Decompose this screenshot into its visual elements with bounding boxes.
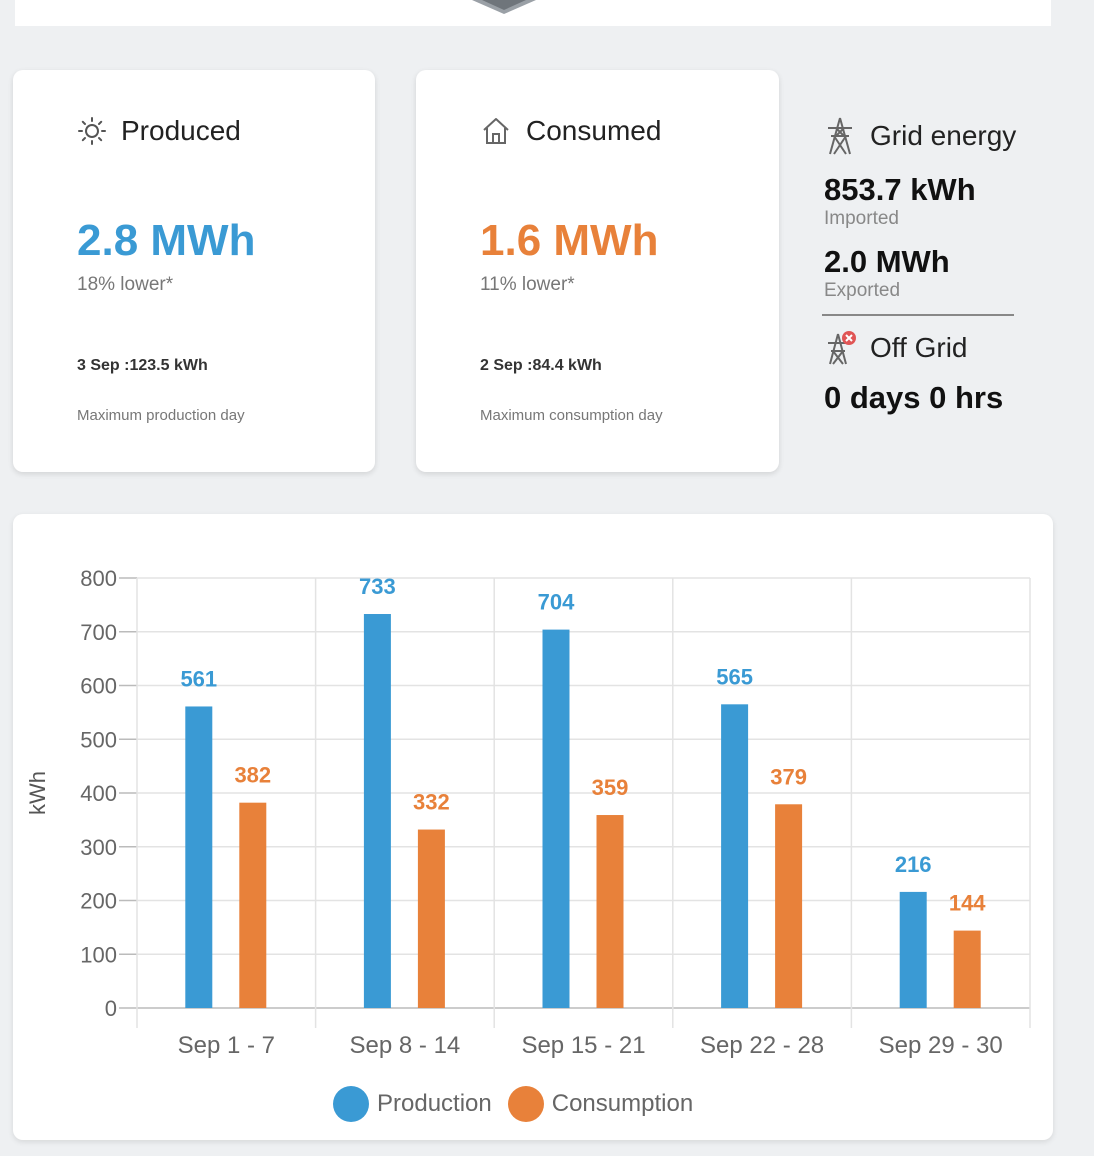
production-data-label: 216	[895, 852, 932, 877]
y-tick-label: 400	[80, 781, 117, 806]
chart-card: 0 100 200 300 400 500 600 700 800 kWh 561 382 Sep 1 …	[13, 514, 1053, 1140]
legend-production-label: Production	[377, 1090, 492, 1117]
produced-change: 18% lower*	[77, 274, 174, 295]
consumed-title: Consumed	[526, 115, 662, 146]
offgrid-header: Off Grid	[822, 328, 1022, 368]
y-tick-label: 500	[80, 727, 117, 752]
consumption-bar	[596, 815, 624, 1008]
imported-label: Imported	[824, 208, 899, 229]
produced-header: Produced	[77, 115, 241, 147]
y-tick-label: 100	[80, 942, 117, 967]
house-icon	[483, 118, 509, 144]
produced-title: Produced	[121, 115, 241, 146]
x-tick-label: Sep 1 - 7	[178, 1032, 275, 1059]
bar-chart: 0 100 200 300 400 500 600 700 800 kWh 561 382 Sep 1 …	[25, 566, 1031, 1059]
y-tick-label: 600	[80, 674, 117, 699]
x-tick-label: Sep 15 - 21	[521, 1032, 645, 1059]
grid-energy-title: Grid energy	[870, 120, 1017, 151]
production-data-label: 704	[538, 590, 575, 615]
consumed-max-day: 2 Sep :84.4 kWh	[480, 357, 602, 374]
produced-max-label: Maximum production day	[77, 407, 245, 424]
legend-production[interactable]: Production	[333, 1086, 492, 1122]
consumed-change: 11% lower*	[480, 274, 575, 295]
power-tower-icon	[828, 117, 852, 155]
y-tick-label: 800	[80, 566, 117, 591]
production-bar	[185, 706, 213, 1008]
y-tick-label: 300	[80, 835, 117, 860]
offgrid-title: Off Grid	[870, 332, 968, 363]
consumed-value: 1.6 MWh	[480, 216, 659, 265]
production-bar	[363, 614, 391, 1008]
legend-consumption-label: Consumption	[551, 1090, 694, 1117]
x-tick-label: Sep 29 - 30	[879, 1032, 1003, 1059]
consumption-data-label: 382	[234, 763, 271, 788]
consumption-bar	[417, 829, 445, 1008]
offgrid-value: 0 days 0 hrs	[824, 380, 1004, 415]
consumption-data-label: 379	[770, 764, 807, 789]
exported-label: Exported	[824, 280, 901, 301]
x-tick-label: Sep 22 - 28	[700, 1032, 824, 1059]
consumption-data-label: 144	[949, 891, 986, 916]
chart-legend: Production Consumption	[333, 1086, 709, 1122]
top-strip	[15, 0, 1051, 26]
consumption-bar	[953, 930, 981, 1008]
production-data-label: 565	[716, 664, 753, 689]
grid-divider	[822, 314, 1014, 316]
x-tick-label: Sep 8 - 14	[350, 1032, 461, 1059]
device-icon	[472, 0, 536, 14]
consumption-bar	[775, 804, 803, 1008]
produced-value: 2.8 MWh	[77, 216, 256, 265]
legend-consumption[interactable]: Consumption	[507, 1086, 694, 1122]
imported-value: 853.7 kWh	[824, 172, 976, 207]
produced-max-day: 3 Sep :123.5 kWh	[77, 357, 208, 374]
consumed-card[interactable]: Consumed 1.6 MWh 11% lower* 2 Sep :84.4 …	[416, 70, 779, 472]
grid-energy-panel: Grid energy 853.7 kWh Imported 2.0 MWh E…	[822, 116, 1022, 416]
production-data-label: 561	[180, 666, 217, 691]
y-axis-label: kWh	[25, 771, 50, 815]
consumption-data-label: 332	[413, 790, 450, 815]
legend-consumption-dot	[507, 1086, 544, 1122]
production-bar	[721, 704, 749, 1008]
production-data-label: 733	[359, 574, 396, 599]
consumed-max-label: Maximum consumption day	[480, 407, 663, 424]
production-bar	[899, 891, 927, 1008]
power-tower-off-icon	[828, 331, 856, 365]
y-tick-label: 0	[105, 996, 117, 1021]
consumption-data-label: 359	[592, 775, 629, 800]
consumed-header: Consumed	[480, 115, 661, 147]
y-tick-label: 700	[80, 620, 117, 645]
legend-production-dot	[333, 1086, 369, 1122]
production-bar	[542, 629, 570, 1008]
consumption-bar	[239, 802, 267, 1008]
produced-card[interactable]: Produced 2.8 MWh 18% lower* 3 Sep :123.5…	[13, 70, 375, 472]
sun-icon	[78, 117, 106, 145]
y-tick-label: 200	[80, 889, 117, 914]
grid-energy-header: Grid energy	[822, 116, 1022, 156]
exported-value: 2.0 MWh	[824, 244, 950, 279]
